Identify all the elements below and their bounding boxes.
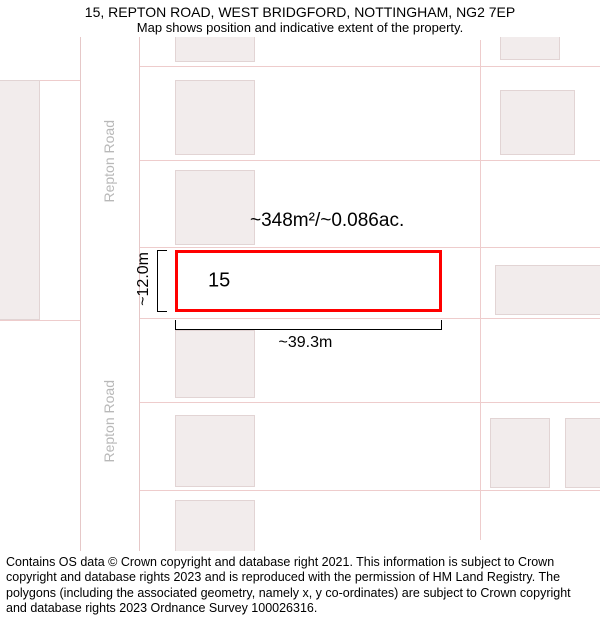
map-canvas: Repton Road Repton Road 15 ~39.3m ~12.0m ~348… [0,40,600,540]
building-footprint [565,418,600,488]
road-label: Repton Road [101,380,117,463]
building-footprint [175,170,255,245]
copyright-footer: Contains OS data © Crown copyright and d… [0,551,600,625]
building-footprint [0,80,40,320]
dimension-bracket-width [175,320,442,330]
building-footprint [175,330,255,398]
dimension-bracket-height [157,250,167,312]
header: 15, REPTON ROAD, WEST BRIDGFORD, NOTTING… [0,0,600,37]
plot-boundary-line [480,40,481,540]
plot-boundary-line [140,490,600,491]
highlighted-property: 15 [175,250,442,312]
plot-boundary-line [140,247,600,248]
property-number: 15 [208,270,230,293]
plot-boundary-line [140,66,600,67]
building-footprint [495,265,600,315]
dimension-width-label: ~39.3m [279,334,333,352]
dimension-height-label: ~12.0m [135,252,153,306]
building-footprint [500,90,575,155]
building-footprint [490,418,550,488]
building-footprint [175,415,255,487]
plot-boundary-line [140,318,600,319]
area-label: ~348m²/~0.086ac. [250,210,404,232]
road-label: Repton Road [101,120,117,203]
page-subtitle: Map shows position and indicative extent… [0,20,600,35]
road [80,0,140,600]
page-title: 15, REPTON ROAD, WEST BRIDGFORD, NOTTING… [0,4,600,20]
plot-boundary-line [140,402,600,403]
building-footprint [175,80,255,155]
plot-boundary-line [0,320,80,321]
plot-boundary-line [140,160,600,161]
